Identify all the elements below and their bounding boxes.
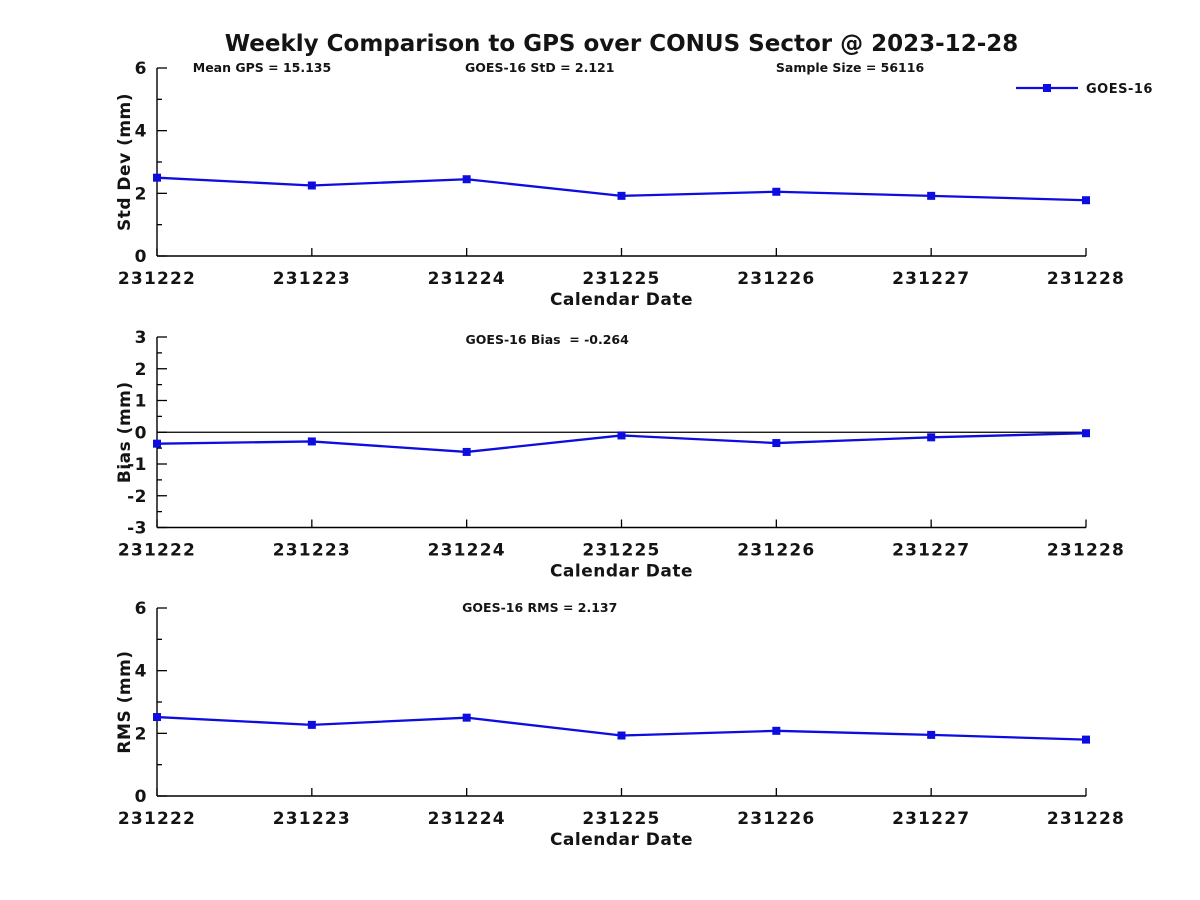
- rms-series-marker: [617, 731, 626, 740]
- legend-marker: [1043, 84, 1051, 92]
- std-dev-x-tick-label: 231228: [1047, 269, 1125, 289]
- rms-ylabel: RMS (mm): [115, 650, 135, 753]
- std-dev-series-marker: [462, 175, 471, 184]
- rms-y-tick-label: 6: [135, 599, 147, 619]
- bias-series-marker: [153, 439, 161, 448]
- bias-series-marker: [927, 433, 936, 442]
- bias-series-marker: [462, 447, 471, 456]
- std-dev-ylabel: Std Dev (mm): [115, 93, 135, 231]
- bias-y-tick-label: -1: [127, 455, 147, 475]
- std-dev-y-tick-label: 0: [135, 247, 147, 267]
- bias-y-tick-label: 3: [135, 328, 147, 348]
- bias-series-marker: [772, 439, 781, 448]
- bias-y-tick-label: -3: [127, 519, 147, 539]
- rms-annotation: GOES-16 RMS = 2.137: [462, 600, 617, 615]
- std-dev-x-tick-label: 231223: [273, 269, 351, 289]
- bias-y-tick-label: 2: [135, 360, 147, 380]
- std-dev-annotation: Mean GPS = 15.135: [193, 60, 331, 75]
- std-dev-series-marker: [153, 173, 161, 182]
- rms-x-tick-label: 231226: [737, 809, 815, 829]
- bias-series-marker: [1082, 429, 1090, 438]
- rms-y-tick-label: 4: [135, 662, 147, 682]
- std-dev-annotation: GOES-16 StD = 2.121: [465, 60, 614, 75]
- bias-xlabel: Calendar Date: [550, 562, 693, 582]
- figure-title: Weekly Comparison to GPS over CONUS Sect…: [224, 31, 1019, 57]
- std-dev-series-marker: [1082, 196, 1090, 205]
- rms-series-marker: [927, 730, 936, 739]
- bias-x-tick-label: 231228: [1047, 541, 1125, 561]
- rms-series-marker: [307, 720, 316, 729]
- rms-y-tick-label: 2: [135, 724, 147, 744]
- bias-annotation: GOES-16 Bias = -0.264: [466, 332, 630, 347]
- bias-x-tick-label: 231226: [737, 541, 815, 561]
- std-dev-series-marker: [772, 187, 781, 196]
- bias-x-tick-label: 231227: [892, 541, 970, 561]
- bias-x-tick-label: 231222: [118, 541, 196, 561]
- std-dev-y-tick-label: 6: [135, 59, 147, 79]
- rms-series-marker: [153, 713, 161, 722]
- std-dev-y-tick-label: 4: [135, 122, 147, 142]
- bias-series-marker: [617, 431, 626, 440]
- std-dev-x-tick-label: 231227: [892, 269, 970, 289]
- std-dev-annotation: Sample Size = 56116: [776, 60, 925, 75]
- std-dev-series-marker: [927, 191, 936, 200]
- legend-label: GOES-16: [1086, 82, 1153, 97]
- std-dev-x-tick-label: 231224: [428, 269, 506, 289]
- rms-series-marker: [772, 726, 781, 735]
- std-dev-y-tick-label: 2: [135, 184, 147, 204]
- std-dev-series-marker: [617, 191, 626, 200]
- std-dev-series-marker: [307, 181, 316, 190]
- std-dev-x-tick-label: 231226: [737, 269, 815, 289]
- rms-series-marker: [462, 713, 471, 722]
- rms-x-tick-label: 231223: [273, 809, 351, 829]
- bias-ylabel: Bias (mm): [115, 381, 135, 483]
- bias-x-tick-label: 231223: [273, 541, 351, 561]
- rms-x-tick-label: 231222: [118, 809, 196, 829]
- rms-x-tick-label: 231224: [428, 809, 506, 829]
- rms-xlabel: Calendar Date: [550, 830, 693, 850]
- bias-x-tick-label: 231224: [428, 541, 506, 561]
- rms-x-tick-label: 231227: [892, 809, 970, 829]
- bias-series-marker: [307, 437, 316, 446]
- bias-y-tick-label: 1: [135, 392, 147, 412]
- std-dev-x-tick-label: 231225: [582, 269, 660, 289]
- rms-y-tick-label: 0: [135, 787, 147, 807]
- bias-y-tick-label: 0: [135, 423, 147, 443]
- std-dev-x-tick-label: 231222: [118, 269, 196, 289]
- bias-x-tick-label: 231225: [582, 541, 660, 561]
- rms-series-marker: [1082, 735, 1090, 744]
- bias-y-tick-label: -2: [127, 487, 147, 507]
- rms-x-tick-label: 231225: [582, 809, 660, 829]
- rms-x-tick-label: 231228: [1047, 809, 1125, 829]
- std-dev-xlabel: Calendar Date: [550, 290, 693, 310]
